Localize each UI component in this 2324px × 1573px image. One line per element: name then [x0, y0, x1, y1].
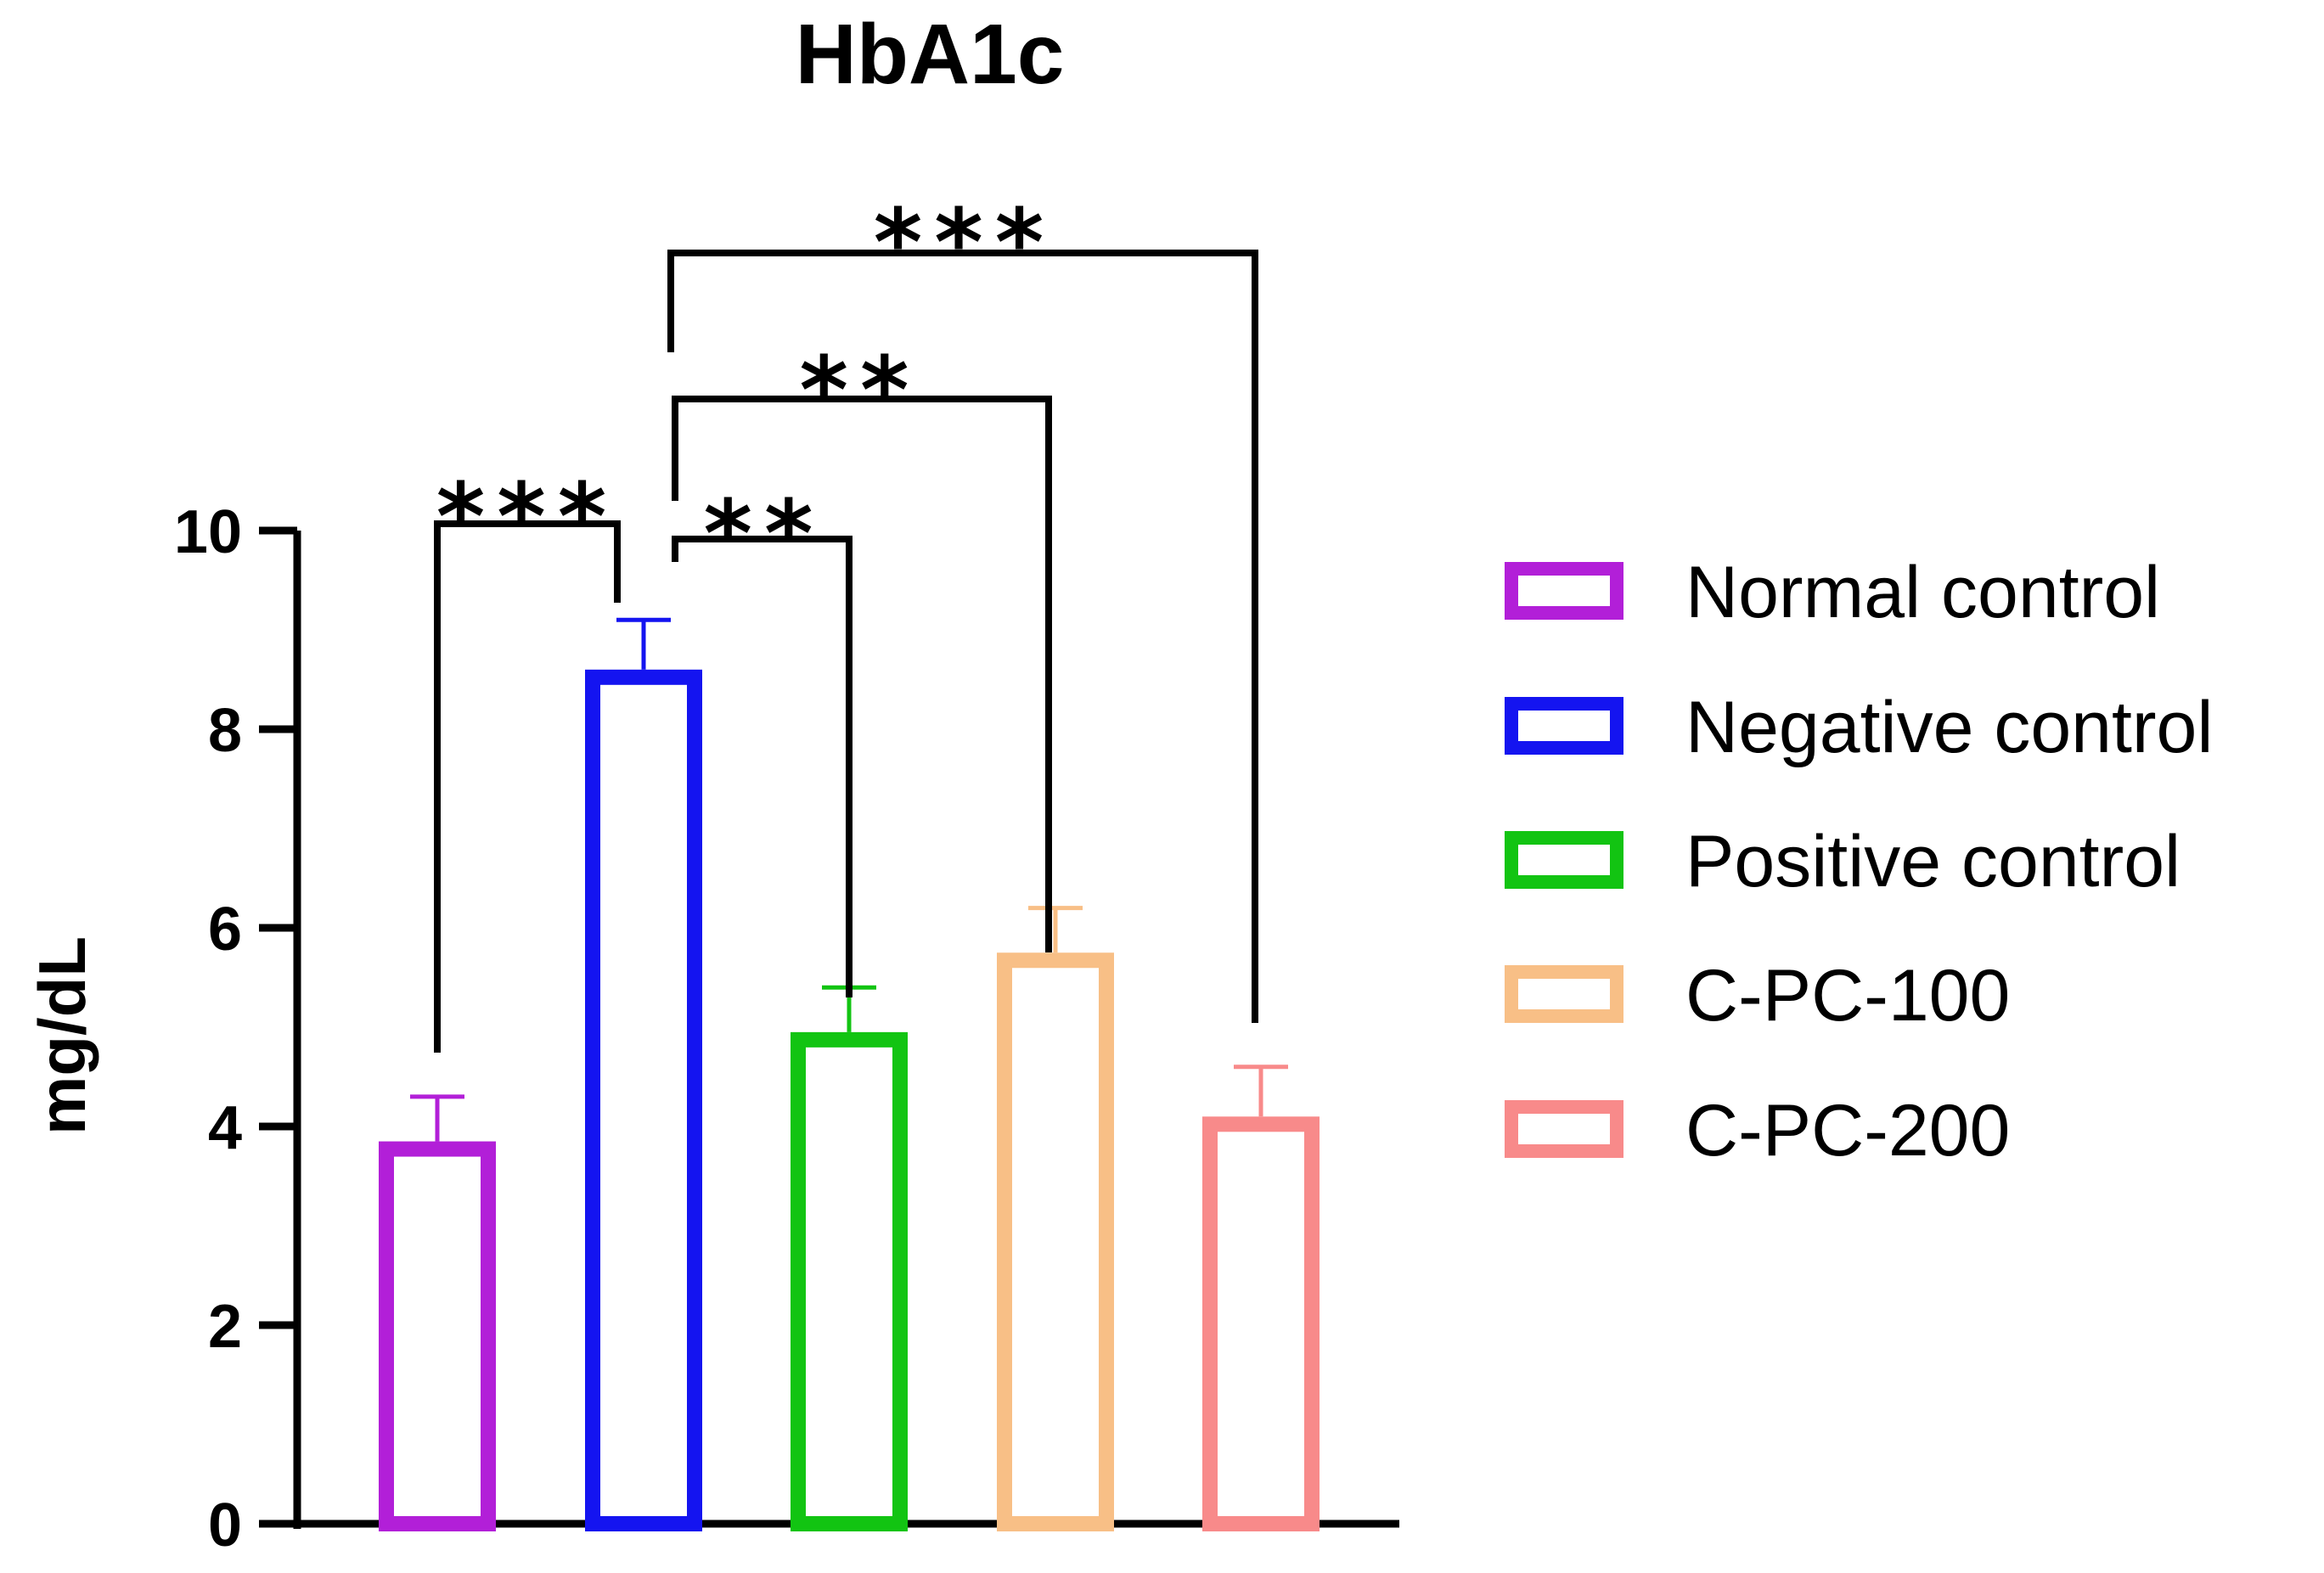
- y-tick-label: 10: [174, 498, 242, 566]
- significance-bracket: [672, 396, 1052, 952]
- significance-bracket: [667, 250, 1258, 1023]
- legend-label: Normal control: [1685, 552, 2160, 633]
- error-bars: [410, 617, 1288, 1142]
- y-tick-label: 8: [208, 697, 242, 765]
- significance-label: ***: [436, 463, 619, 571]
- bars: [379, 669, 1320, 1532]
- bar: [791, 1031, 908, 1531]
- legend: Normal control Negative control Positive c…: [1505, 552, 2213, 1171]
- legend-swatch: [1505, 831, 1623, 889]
- bar: [997, 952, 1114, 1531]
- y-axis-label: mg/dL: [25, 936, 99, 1135]
- y-tick-label: 4: [208, 1094, 242, 1162]
- significance-bracket: [672, 536, 853, 997]
- significance-bracket: [434, 520, 621, 1053]
- chart-title: HbA1c: [796, 7, 1065, 102]
- significance-brackets: *** *******: [434, 188, 1258, 1053]
- legend-swatch: [1505, 562, 1623, 620]
- y-tick-label: 0: [208, 1492, 242, 1559]
- bar: [379, 1141, 496, 1532]
- legend-swatch: [1505, 697, 1623, 755]
- legend-label: C-PC-200: [1685, 1090, 2010, 1171]
- y-tick-label: 2: [208, 1293, 242, 1361]
- significance-label: ***: [874, 188, 1056, 297]
- bar: [1202, 1116, 1320, 1532]
- legend-label: Positive control: [1685, 821, 2181, 902]
- legend-label: C-PC-100: [1685, 955, 2010, 1036]
- legend-swatch: [1505, 1100, 1623, 1158]
- y-tick-label: 6: [208, 896, 242, 963]
- significance-label: **: [799, 336, 920, 445]
- legend-swatch: [1505, 965, 1623, 1023]
- bar: [585, 669, 702, 1531]
- significance-label: **: [703, 480, 824, 588]
- legend-label: Negative control: [1685, 687, 2213, 768]
